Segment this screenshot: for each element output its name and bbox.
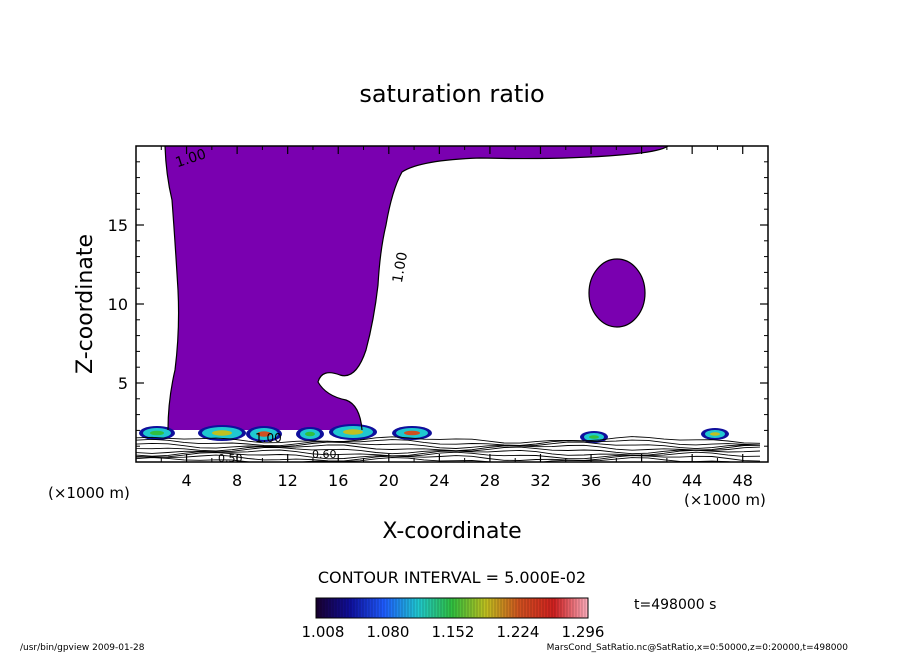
chart-title: saturation ratio: [359, 80, 544, 108]
contour-label: 1.00: [390, 251, 411, 284]
surface-contour-lines: [136, 436, 761, 462]
contour-label: 0.60: [312, 448, 337, 461]
low-level-cells: [139, 424, 729, 443]
colorbar-tick-label: 1.224: [497, 623, 540, 641]
surface-contour: [136, 446, 761, 455]
colorbar-tick-label: 1.152: [432, 623, 475, 641]
contour-label: 0.50: [218, 452, 243, 465]
colorbar-ticks: 1.008 1.080 1.152 1.224 1.296: [302, 623, 605, 641]
plot-area: [136, 146, 761, 462]
contour-line-right: [317, 146, 669, 431]
footer-right: MarsCond_SatRatio.nc@SatRatio,x=0:50000,…: [547, 643, 849, 653]
x-unit-left: (×1000 m): [48, 484, 130, 502]
x-tick-label: 40: [631, 471, 651, 490]
x-tick-label: 44: [682, 471, 702, 490]
cell-core: [305, 431, 315, 437]
contour-line-main: [164, 146, 180, 431]
surface-contour: [136, 451, 761, 460]
cell-core: [589, 435, 599, 439]
y-tick-label: 10: [108, 295, 128, 314]
contour-interval: CONTOUR INTERVAL = 5.000E-02: [318, 568, 586, 587]
cell-core: [343, 429, 363, 435]
y-tick-label: 5: [118, 374, 128, 393]
x-unit-right: (×1000 m): [684, 491, 766, 509]
x-tick-label: 28: [480, 471, 500, 490]
surface-contour: [136, 441, 761, 450]
time-label: t=498000 s: [634, 597, 716, 613]
footer-left: /usr/bin/gpview 2009-01-28: [20, 643, 145, 653]
colorbar: [315, 597, 589, 619]
y-tick-label: 15: [108, 216, 128, 235]
saturation-region-main: [165, 146, 668, 430]
colorbar-stripes: [317, 599, 586, 617]
surface-contour: [136, 454, 761, 462]
x-tick-label: 8: [232, 471, 242, 490]
x-tick-label: 16: [328, 471, 348, 490]
surface-contour: [136, 436, 761, 444]
cell-core: [257, 431, 271, 437]
x-tick-label: 4: [181, 471, 191, 490]
cell-core: [404, 430, 420, 436]
surface-contour: [136, 438, 761, 447]
x-tick-label: 32: [530, 471, 550, 490]
cell-core: [710, 432, 720, 436]
contour-label: 1.00: [255, 431, 282, 445]
surface-contour: [136, 449, 761, 457]
surface-contour: [136, 444, 761, 452]
saturation-region-blob: [589, 259, 645, 327]
cell-core: [150, 430, 164, 436]
x-tick-label: 20: [379, 471, 399, 490]
x-tick-label: 48: [733, 471, 753, 490]
colorbar-tick-label: 1.080: [367, 623, 410, 641]
colorbar-tick-label: 1.008: [302, 623, 345, 641]
x-tick-label: 12: [278, 471, 298, 490]
contour-line-blob: [588, 258, 646, 328]
cell-core: [212, 430, 232, 436]
surface-contour: [136, 457, 737, 462]
x-axis-label: X-coordinate: [382, 519, 521, 544]
y-axis-label: Z-coordinate: [73, 234, 98, 374]
x-tick-label: 24: [429, 471, 449, 490]
colorbar-tick-label: 1.296: [562, 623, 605, 641]
x-tick-label: 36: [581, 471, 601, 490]
